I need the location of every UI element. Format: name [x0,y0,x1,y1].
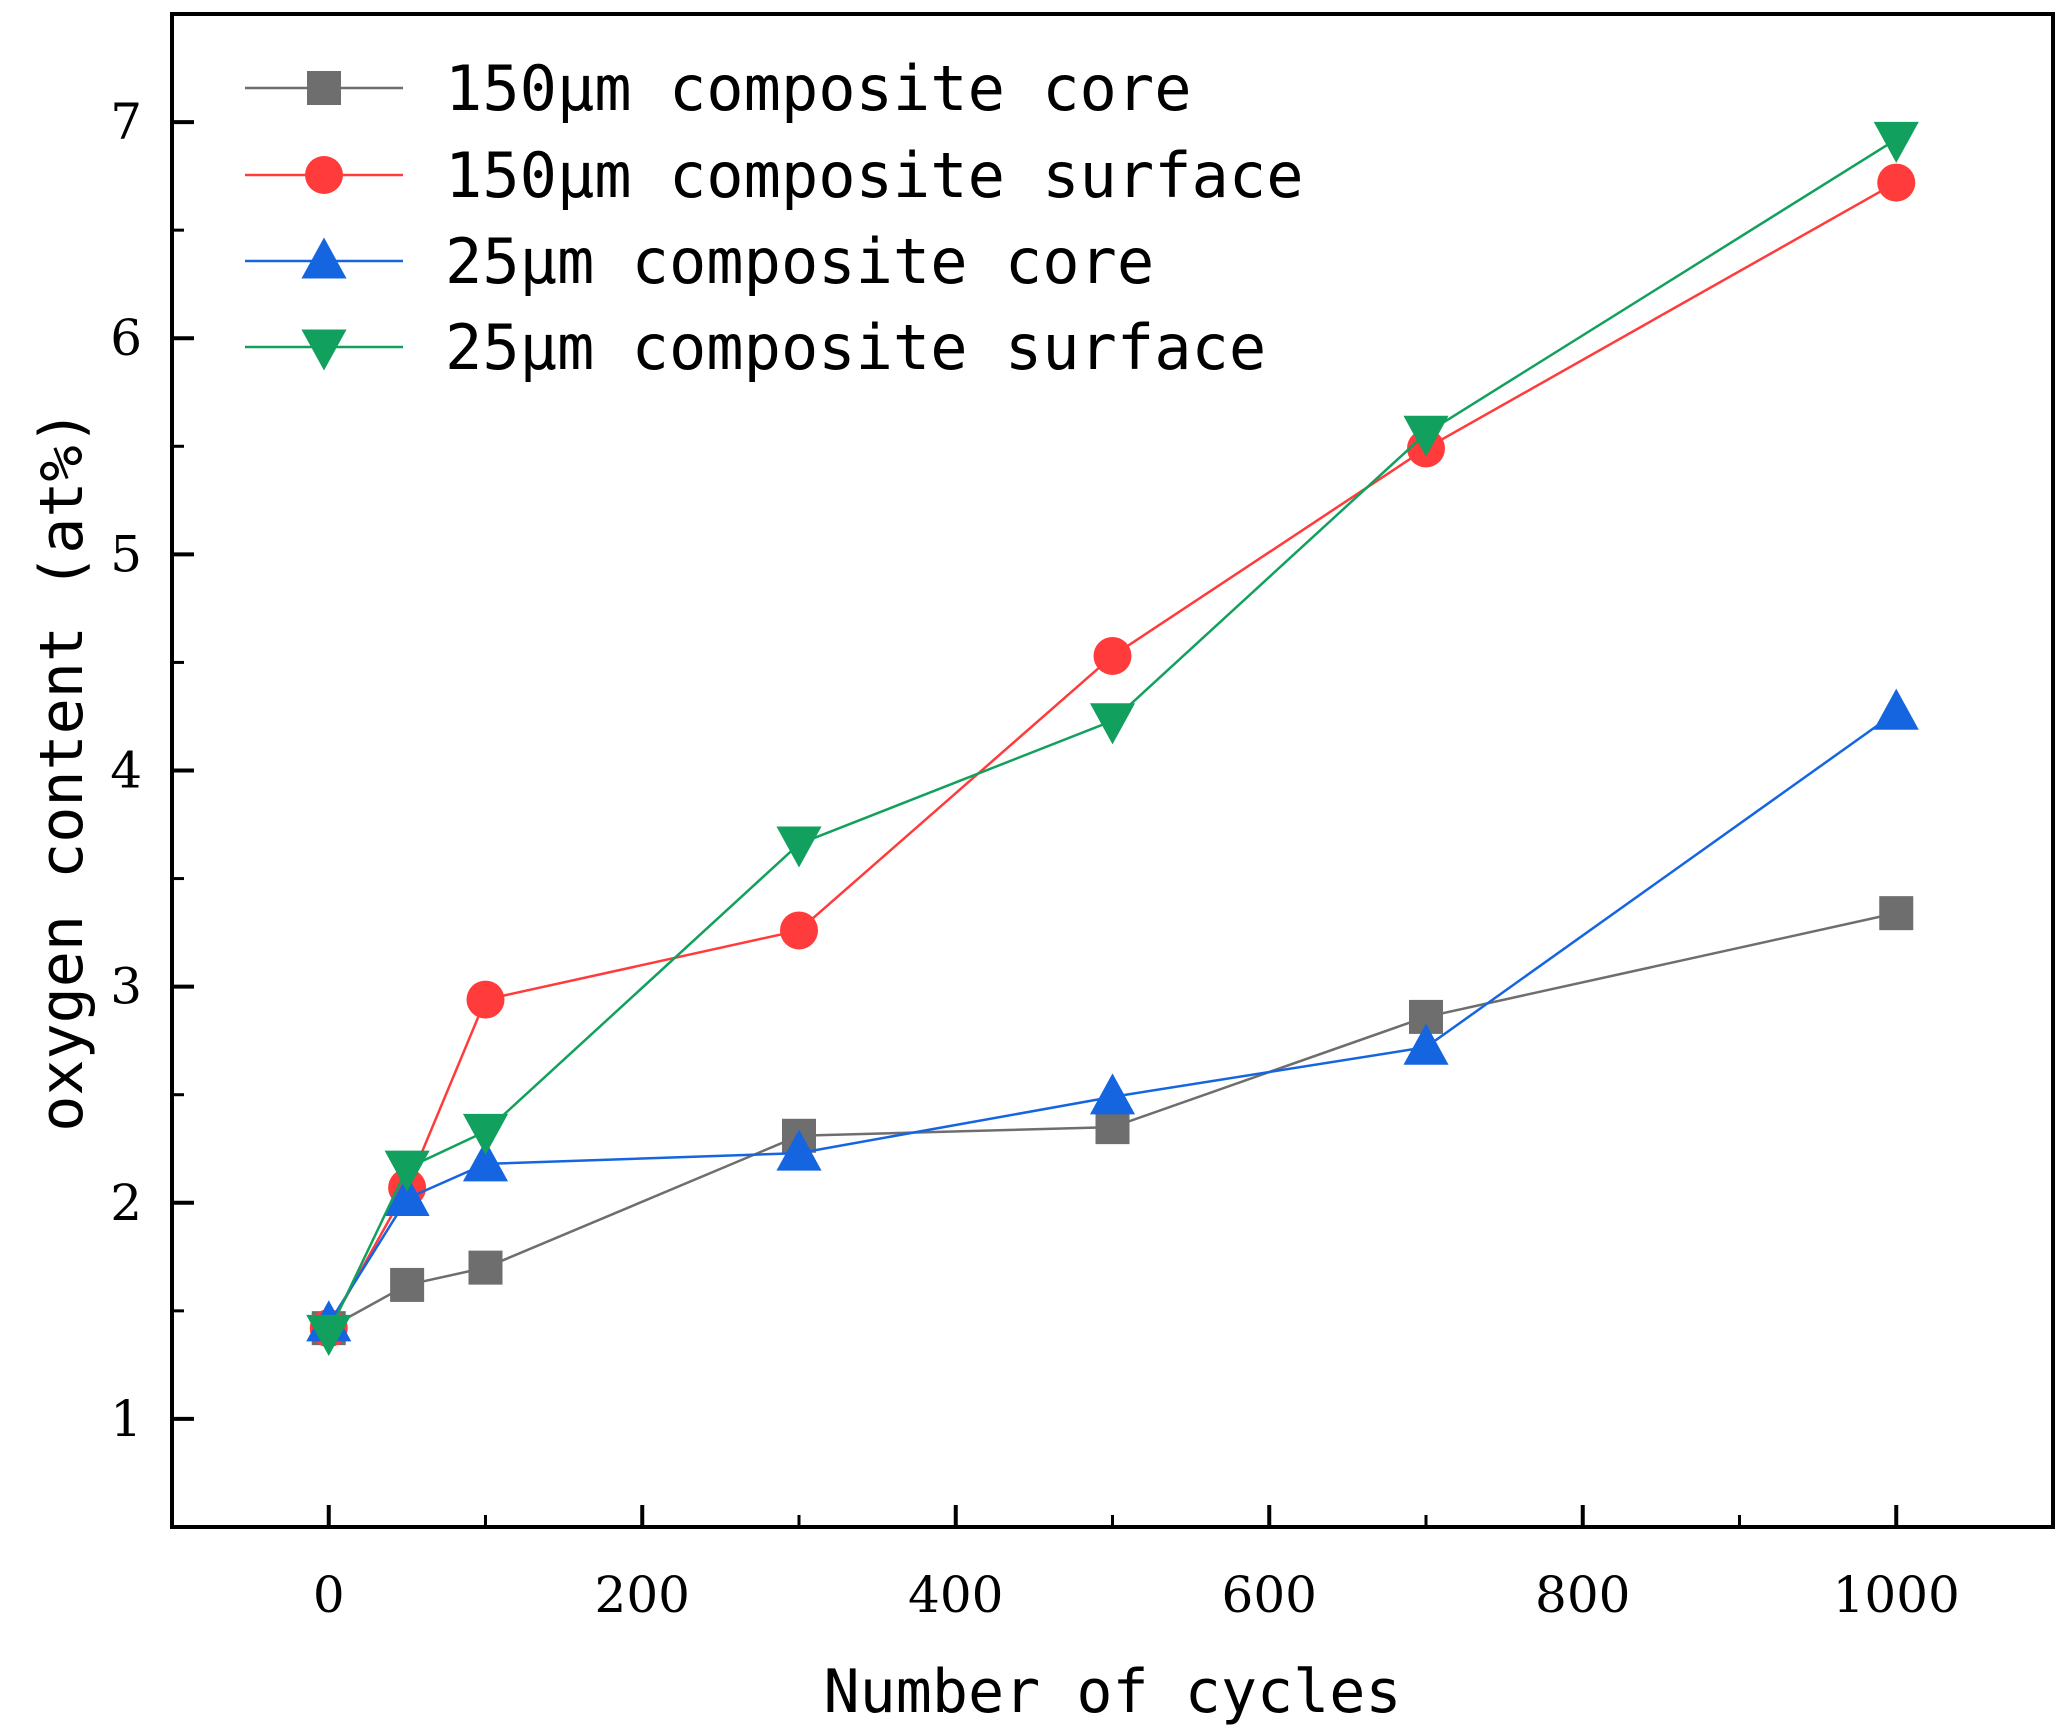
data-point [1403,415,1449,457]
data-point [1403,1023,1449,1065]
data-point [462,1113,509,1156]
data-point [466,980,505,1019]
x-tick-label: 800 [1535,1566,1630,1624]
data-point [1873,121,1919,163]
legend-item: 25μm composite surface [245,311,1266,384]
data-point [776,826,822,868]
x-tick-label: 600 [1222,1566,1317,1624]
axes: 0 200 400 600 800 1000 1 2 3 4 5 6 7 Number of cycles… [27,12,2055,1727]
x-tick-label: 200 [595,1566,690,1624]
x-tick-label: 0 [313,1566,345,1624]
legend-label: 25μm composite surface [445,311,1266,384]
y-tick-label: 7 [110,93,142,151]
series-4 [306,121,1919,1357]
legend-marker [307,71,341,105]
data-point [468,1250,503,1285]
data-point [384,1150,430,1192]
y-tick-label: 4 [110,742,142,800]
legend-label: 150μm composite core [445,52,1192,125]
data-point [306,1314,352,1357]
data-point [1089,703,1136,745]
legend-label: 25μm composite core [445,225,1154,298]
y-tick-label: 1 [110,1390,142,1448]
series-line [327,711,1897,1325]
data-point [1873,688,1919,730]
y-tick-label: 2 [110,1174,142,1232]
data-point [1093,636,1132,675]
data-point [1095,1110,1130,1145]
series-1 [311,896,1914,1346]
legend-item: 150μm composite core [245,52,1192,125]
series-3 [306,688,1919,1342]
legend-marker [301,329,347,371]
x-tick-label: 400 [908,1566,1003,1624]
data-point [1877,163,1916,202]
legend: 150μm composite core 150μm composite surf… [245,52,1304,384]
data-point [462,1140,509,1182]
data-point [390,1267,425,1302]
legend-marker [305,156,343,194]
legend-marker [301,237,347,279]
data-point [776,1129,822,1171]
data-point [1879,896,1914,931]
y-tick-label: 6 [110,309,142,367]
legend-item: 25μm composite core [245,225,1154,298]
data-point [780,911,818,950]
data-point [1089,1073,1136,1115]
y-tick-label: 5 [110,525,142,583]
legend-label: 150μm composite surface [445,139,1304,212]
y-axis-title: oxygen content (at%) [27,409,97,1131]
legend-item: 150μm composite surface [245,139,1304,212]
series-group [306,121,1919,1357]
x-axis-title: Number of cycles [824,1657,1402,1727]
data-point [384,1174,430,1217]
x-tick-label: 1000 [1833,1566,1960,1624]
y-tick-label: 3 [110,958,142,1016]
